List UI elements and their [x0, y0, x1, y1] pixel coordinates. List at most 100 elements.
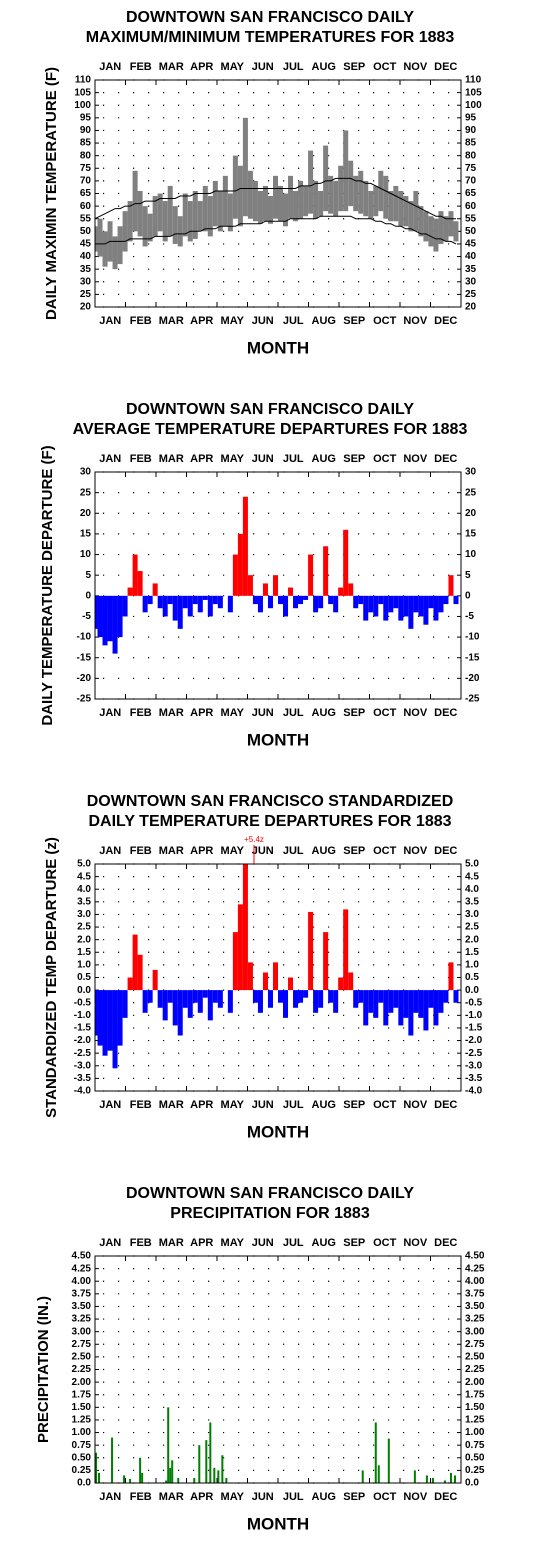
bar [107, 990, 113, 1051]
month-label: AUG [312, 315, 336, 327]
month-label-top: FEB [130, 845, 152, 857]
month-label-top: SEP [343, 61, 365, 73]
daily-range [443, 216, 449, 242]
month-label-top: JUN [252, 453, 274, 465]
bar [318, 595, 324, 609]
y-tick-label: 1.00 [72, 1427, 92, 1438]
month-label-top: JUN [252, 1237, 274, 1249]
bar [313, 595, 319, 613]
daily-range [227, 193, 233, 232]
y-tick-label-right: 25 [465, 289, 477, 300]
bar [353, 595, 359, 609]
daily-range [197, 201, 203, 232]
y-tick-label-right: 3.50 [465, 1301, 485, 1312]
normal-line [95, 215, 457, 245]
month-label: NOV [403, 707, 428, 719]
bar [111, 1437, 114, 1483]
bar [283, 990, 289, 1018]
bar [428, 595, 434, 609]
plot-area [95, 1256, 461, 1483]
month-label-top: APR [190, 1237, 213, 1249]
bar [383, 990, 389, 1026]
bar [328, 990, 334, 1003]
y-tick-label-right: 1.00 [465, 1427, 485, 1438]
bar [293, 990, 299, 1008]
y-tick-label-right: 2.50 [465, 1352, 485, 1363]
chart-title: DOWNTOWN SAN FRANCISCO STANDARDIZED [87, 793, 454, 810]
month-label-top: MAR [159, 61, 184, 73]
month-label-top: JUL [283, 453, 304, 465]
bar [123, 1475, 126, 1483]
daily-range [192, 190, 198, 239]
daily-range [237, 165, 243, 227]
month-label-top: MAR [159, 1237, 184, 1249]
daily-range [217, 190, 223, 232]
bar [197, 595, 203, 613]
bar [182, 990, 188, 1008]
month-label: SEP [343, 315, 365, 327]
bar [187, 595, 193, 617]
month-label-top: FEB [130, 453, 152, 465]
y-tick-label-right: -3.5 [465, 1073, 483, 1084]
bar [272, 962, 278, 991]
daily-range [117, 226, 123, 265]
month-label-top: AUG [312, 1237, 336, 1249]
bar [102, 595, 108, 646]
bar [242, 864, 248, 991]
month-label: FEB [130, 1491, 152, 1503]
plot-frame [94, 1255, 462, 1484]
bar [308, 554, 314, 596]
bar [257, 595, 263, 613]
bar [247, 575, 253, 596]
daily-range [298, 180, 304, 219]
month-label-top: DEC [434, 1237, 457, 1249]
daily-range [162, 201, 168, 242]
y-tick-label: 0.50 [72, 1452, 92, 1463]
month-label-top: NOV [403, 61, 428, 73]
chart-title: DOWNTOWN SAN FRANCISCO DAILY [126, 401, 414, 418]
y-tick-label-right: -20 [465, 673, 480, 684]
bar [141, 1472, 144, 1483]
bar [448, 575, 454, 596]
y-tick-label: 25 [80, 487, 92, 498]
month-label: APR [190, 315, 213, 327]
marks [95, 496, 459, 654]
y-tick-label: 2.00 [72, 1377, 92, 1388]
y-tick-label-right: 1.75 [465, 1389, 485, 1400]
y-tick-label-right: 4.00 [465, 1276, 485, 1287]
month-label: JAN [99, 315, 121, 327]
daily-range [413, 190, 419, 232]
bar [433, 595, 439, 621]
y-tick-label-right: 95 [465, 112, 477, 123]
bar [303, 595, 309, 600]
daily-range [418, 206, 424, 237]
y-tick-label: 2.25 [72, 1364, 92, 1375]
daily-range [398, 190, 404, 227]
bar [418, 595, 424, 617]
y-axis-label: DAILY TEMPERATURE DEPARTURE (F) [39, 445, 56, 725]
y-tick-label-right: 3.0 [465, 909, 479, 920]
bar [182, 595, 188, 609]
month-label: JUN [252, 1099, 274, 1111]
daily-range [112, 236, 118, 270]
daily-range [358, 170, 364, 214]
daily-range [272, 175, 278, 219]
bar [127, 587, 133, 596]
daily-range [187, 201, 193, 242]
bar [408, 990, 414, 1036]
daily-range [383, 175, 389, 219]
bar [403, 595, 409, 617]
y-tick-label-right: 50 [465, 226, 477, 237]
y-tick-label-right: -1.5 [465, 1023, 483, 1034]
y-tick-label: -1.0 [74, 1010, 92, 1021]
daily-range [157, 193, 163, 232]
y-tick-label-right: 1.5 [465, 947, 479, 958]
y-tick-label-right: 55 [465, 213, 477, 224]
y-tick-label-right: -25 [465, 694, 480, 705]
month-label: MAY [221, 707, 245, 719]
bar [193, 1477, 196, 1483]
bar [358, 595, 364, 605]
month-label: OCT [373, 315, 397, 327]
x-axis-label: MONTH [247, 730, 309, 749]
